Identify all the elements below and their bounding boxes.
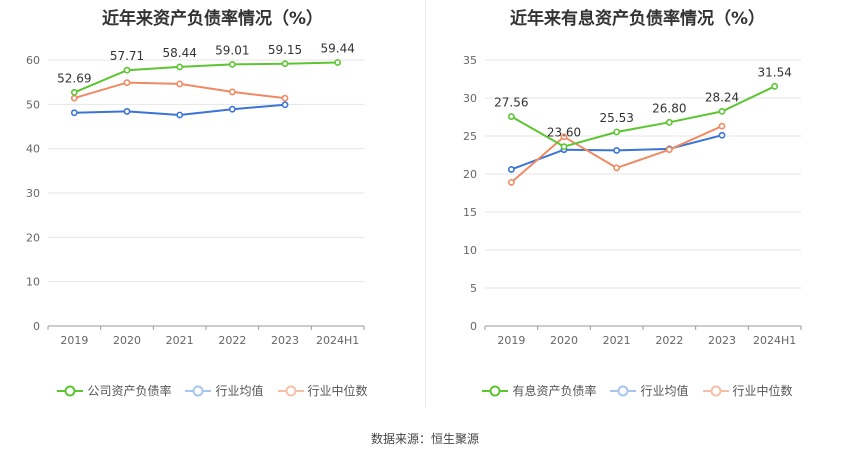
y-tick-label: 50 [26, 98, 40, 111]
data-point-avg [176, 111, 184, 119]
x-tick-label: 2019 [60, 334, 88, 347]
x-tick-label: 2023 [271, 334, 299, 347]
data-point-median [613, 164, 621, 172]
data-point-company [771, 82, 779, 90]
data-point-company [507, 113, 515, 120]
data-label: 52.69 [57, 71, 91, 85]
right-chart-legend: 有息资产负债率 行业均值 行业中位数 [425, 382, 850, 399]
x-tick-label: 2021 [166, 334, 194, 347]
y-tick-label: 5 [470, 282, 477, 295]
data-label: 59.44 [320, 41, 354, 55]
legend-company-marker [57, 385, 84, 396]
series-line-company [73, 61, 338, 94]
data-point-company [613, 128, 621, 136]
data-label: 27.56 [494, 96, 528, 110]
left-chart-panel: 近年来资产负债率情况（%） 0 10 20 30 40 50 60 2019 2020 2021 2… [0, 0, 425, 410]
y-tick-label: 15 [463, 206, 477, 219]
x-tick-label: 2022 [218, 334, 246, 347]
legend-item-company[interactable]: 有息资产负债率 [482, 382, 596, 399]
data-label: 23.60 [547, 126, 581, 140]
x-tick-label: 2020 [113, 334, 141, 347]
data-point-avg [123, 108, 131, 115]
y-tick-label: 25 [463, 130, 477, 143]
legend-item-company[interactable]: 公司资产负债率 [57, 382, 171, 399]
data-point-company [123, 66, 131, 74]
data-label: 25.53 [599, 111, 633, 125]
left-chart-plot: 0 10 20 30 40 50 60 2019 2020 2021 2022 2023 2024H1 5… [26, 41, 365, 347]
legend-item-avg[interactable]: 行业均值 [610, 382, 689, 399]
data-label: 26.80 [652, 101, 686, 115]
legend-median-marker [702, 385, 729, 396]
data-point-company [176, 63, 184, 71]
panel-divider [425, 0, 426, 408]
data-point-median [281, 94, 289, 102]
data-point-median [665, 146, 673, 154]
data-label: 58.44 [162, 46, 196, 60]
left-chart-legend: 公司资产负债率 行业均值 行业中位数 [0, 382, 425, 399]
data-point-median [70, 94, 78, 102]
right-chart-title: 近年来有息资产负债率情况（%） [509, 9, 766, 29]
legend-median-marker [277, 385, 304, 396]
legend-avg-marker [610, 385, 637, 396]
data-point-median [560, 133, 568, 141]
data-label: 59.01 [215, 43, 249, 57]
data-point-company [665, 118, 673, 126]
data-point-avg [70, 109, 78, 117]
data-point-company [334, 59, 342, 66]
y-tick-label: 10 [463, 244, 477, 257]
y-tick-label: 35 [463, 54, 477, 67]
data-point-avg [613, 147, 621, 154]
legend-label: 公司资产负债率 [87, 384, 172, 398]
legend-item-median[interactable]: 行业中位数 [277, 382, 368, 399]
right-chart-panel: 近年来有息资产负债率情况（%） 0 5 10 15 20 25 30 35 2019 2020 20… [425, 0, 850, 410]
left-chart-title: 近年来资产负债率情况（%） [101, 9, 324, 29]
legend-label: 行业均值 [640, 384, 689, 398]
data-point-avg [718, 131, 726, 139]
y-tick-label: 10 [26, 276, 40, 289]
data-point-avg [228, 105, 236, 113]
right-chart-plot: 0 5 10 15 20 25 30 35 2019 2020 2021 2022 2023 2024H1… [463, 54, 802, 347]
data-point-median [228, 88, 236, 96]
y-tick-label: 40 [26, 143, 40, 156]
data-label: 59.15 [268, 43, 302, 57]
y-tick-label: 0 [470, 320, 477, 333]
data-source: 数据来源：恒生聚源 [370, 432, 479, 446]
legend-label: 行业中位数 [732, 384, 793, 398]
data-point-median [507, 178, 515, 186]
data-point-median [718, 122, 726, 130]
legend-label: 行业中位数 [307, 384, 368, 398]
data-point-avg [281, 101, 289, 109]
legend-item-avg[interactable]: 行业均值 [185, 382, 264, 399]
data-label: 31.54 [757, 65, 791, 79]
data-point-avg [507, 166, 515, 173]
legend-avg-marker [185, 385, 212, 396]
y-tick-label: 20 [26, 231, 40, 244]
x-tick-label: 2022 [655, 334, 683, 347]
legend-company-marker [482, 385, 509, 396]
x-tick-label: 2019 [497, 334, 525, 347]
y-tick-label: 60 [26, 54, 40, 67]
data-point-company [228, 60, 236, 68]
y-tick-label: 30 [463, 92, 477, 105]
data-point-company [718, 107, 726, 115]
series-line-company [510, 85, 776, 148]
x-tick-label: 2024H1 [316, 334, 359, 347]
x-tick-label: 2024H1 [753, 334, 796, 347]
data-label: 57.71 [110, 49, 144, 63]
data-point-company [281, 60, 289, 68]
y-tick-label: 20 [463, 168, 477, 181]
y-tick-label: 0 [33, 320, 40, 333]
y-tick-label: 30 [26, 187, 40, 200]
data-point-median [123, 79, 131, 87]
x-tick-label: 2020 [550, 334, 578, 347]
data-label: 28.24 [705, 90, 739, 104]
legend-label: 有息资产负债率 [512, 384, 597, 398]
x-tick-label: 2023 [708, 334, 736, 347]
legend-item-median[interactable]: 行业中位数 [702, 382, 793, 399]
data-point-company [560, 143, 568, 151]
data-point-company [70, 89, 78, 96]
x-tick-label: 2021 [603, 334, 631, 347]
data-point-median [176, 80, 184, 88]
legend-label: 行业均值 [215, 384, 264, 398]
